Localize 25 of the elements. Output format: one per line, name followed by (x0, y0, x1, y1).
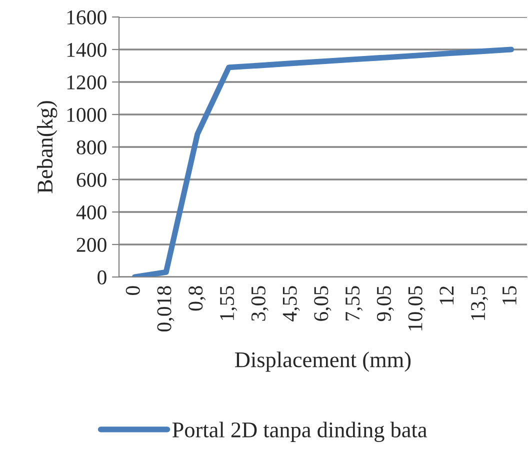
x-tick-label: 12 (440, 286, 454, 304)
x-tick-label: 4,55 (282, 286, 300, 322)
legend-label: Portal 2D tanpa dinding bata (172, 422, 427, 442)
y-tick-label: 1400 (67, 42, 106, 57)
x-tick-label: 0 (126, 286, 140, 295)
y-tick-label: 0 (98, 270, 106, 284)
x-tick-label: 3,05 (251, 286, 268, 321)
x-tick-label: 10,05 (408, 286, 426, 330)
y-tick-label: 1000 (67, 108, 106, 122)
y-axis-title: Beban(kg) (36, 101, 58, 194)
x-tick-label: 0,018 (157, 286, 174, 332)
y-tick-label: 400 (76, 205, 106, 220)
x-tick-label: 13,5 (471, 286, 488, 320)
y-tick-label: 600 (76, 172, 106, 187)
x-axis-title: Displacement (mm) (235, 352, 411, 372)
x-tick-label: 7,55 (346, 286, 363, 320)
x-tick-label: 6,05 (314, 286, 332, 321)
x-tick-label: 0,8 (188, 286, 206, 311)
x-tick-label: 15 (502, 286, 516, 304)
y-tick-label: 1200 (67, 75, 106, 90)
x-tick-label: 9,05 (376, 286, 394, 322)
y-tick-label: 800 (76, 140, 106, 154)
y-tick-label: 1600 (67, 10, 106, 24)
y-tick-label: 200 (76, 238, 106, 252)
x-tick-label: 1,55 (220, 286, 238, 320)
